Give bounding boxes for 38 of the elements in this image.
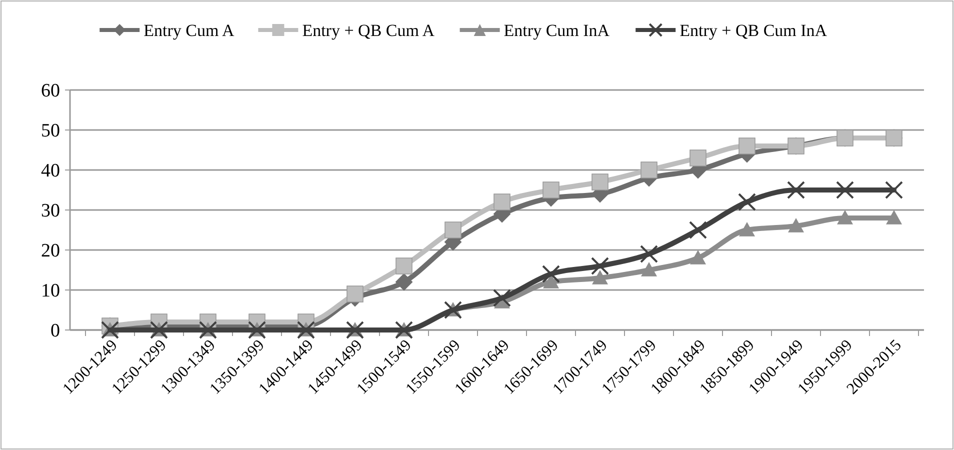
y-tick-label: 10 bbox=[41, 280, 60, 302]
y-tick-label: 50 bbox=[41, 120, 60, 142]
point bbox=[885, 181, 903, 199]
legend-label: Entry Cum A bbox=[144, 20, 235, 40]
point bbox=[640, 245, 658, 263]
point bbox=[837, 210, 853, 224]
point bbox=[787, 181, 805, 199]
point bbox=[592, 270, 608, 284]
point bbox=[396, 274, 412, 290]
y-tick-label: 60 bbox=[41, 80, 60, 102]
point bbox=[738, 193, 756, 211]
point bbox=[739, 222, 755, 236]
point bbox=[738, 138, 756, 154]
point bbox=[591, 257, 609, 275]
y-tick-label: 30 bbox=[41, 200, 60, 222]
point bbox=[542, 182, 560, 198]
point bbox=[689, 221, 707, 239]
point bbox=[788, 218, 804, 232]
point bbox=[444, 222, 462, 238]
point bbox=[542, 265, 560, 283]
point bbox=[493, 289, 511, 307]
point bbox=[592, 174, 608, 190]
point bbox=[396, 258, 412, 274]
point bbox=[640, 162, 658, 178]
point bbox=[886, 210, 902, 224]
y-tick-label: 0 bbox=[50, 320, 60, 342]
point bbox=[494, 194, 510, 210]
point bbox=[836, 181, 854, 199]
point bbox=[690, 150, 706, 166]
legend-label: Entry Cum InA bbox=[504, 20, 610, 40]
legend-label: Entry + QB Cum A bbox=[302, 20, 436, 40]
point bbox=[346, 286, 364, 302]
legend-label: Entry + QB Cum InA bbox=[680, 20, 828, 40]
point bbox=[543, 274, 559, 288]
y-tick-label: 20 bbox=[41, 240, 60, 262]
point bbox=[690, 250, 706, 264]
y-tick-label: 40 bbox=[41, 160, 60, 182]
point bbox=[641, 262, 657, 276]
